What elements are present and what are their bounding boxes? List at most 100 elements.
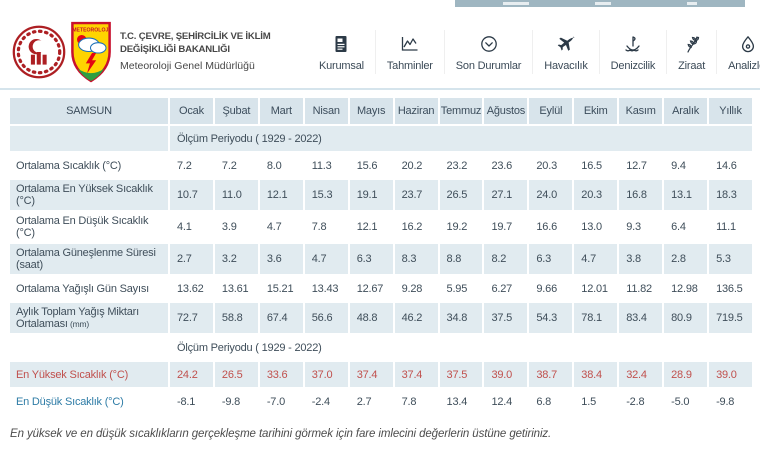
month-header: Yıllık bbox=[709, 98, 752, 124]
value-cell: 16.2 bbox=[394, 212, 438, 242]
value-cell[interactable]: 28.9 bbox=[664, 362, 708, 387]
value-cell: 27.1 bbox=[484, 180, 528, 210]
value-cell: 7.2 bbox=[214, 153, 258, 178]
row-label: Ortalama Güneşlenme Süresi (saat) bbox=[10, 244, 168, 274]
value-cell: 12.1 bbox=[349, 212, 393, 242]
value-cell: 13.61 bbox=[214, 276, 258, 301]
value-cell: 16.5 bbox=[574, 153, 618, 178]
value-cell: 78.1 bbox=[574, 303, 618, 333]
station-header: SAMSUN bbox=[10, 98, 168, 124]
value-cell[interactable]: 7.8 bbox=[394, 389, 438, 414]
month-header: Eylül bbox=[529, 98, 573, 124]
value-cell: 4.7 bbox=[304, 244, 348, 274]
table-row: Ortalama En Yüksek Sıcaklık (°C) 10.7 11.0… bbox=[10, 180, 752, 210]
value-cell[interactable]: 33.6 bbox=[259, 362, 303, 387]
ship-icon bbox=[624, 34, 642, 54]
value-cell[interactable]: -5.0 bbox=[664, 389, 708, 414]
value-cell: 13.62 bbox=[170, 276, 213, 301]
value-cell: 2.8 bbox=[664, 244, 708, 274]
value-cell: 20.3 bbox=[529, 153, 573, 178]
value-cell[interactable]: 38.4 bbox=[574, 362, 618, 387]
value-cell: 12.67 bbox=[349, 276, 393, 301]
value-cell: 3.2 bbox=[214, 244, 258, 274]
month-header: Mart bbox=[259, 98, 303, 124]
value-cell: 6.3 bbox=[349, 244, 393, 274]
meteoroloji-shield-icon: METEOROLOJI bbox=[71, 21, 111, 82]
value-cell: 19.1 bbox=[349, 180, 393, 210]
value-cell[interactable]: 37.4 bbox=[394, 362, 438, 387]
value-cell: 12.7 bbox=[619, 153, 663, 178]
wheat-icon bbox=[684, 34, 700, 54]
value-cell: 6.4 bbox=[664, 212, 708, 242]
value-cell: 4.1 bbox=[170, 212, 213, 242]
value-cell: 6.27 bbox=[484, 276, 528, 301]
value-cell: 19.7 bbox=[484, 212, 528, 242]
value-cell[interactable]: 13.4 bbox=[439, 389, 483, 414]
value-cell: 9.28 bbox=[394, 276, 438, 301]
value-cell[interactable]: 38.7 bbox=[529, 362, 573, 387]
value-cell: 14.6 bbox=[709, 153, 752, 178]
nav-item-son-durumlar[interactable]: Son Durumlar bbox=[443, 29, 532, 74]
value-cell: 9.4 bbox=[664, 153, 708, 178]
month-header: Şubat bbox=[214, 98, 258, 124]
value-cell[interactable]: -9.8 bbox=[214, 389, 258, 414]
month-header: Ağustos bbox=[484, 98, 528, 124]
value-cell: 83.4 bbox=[619, 303, 663, 333]
value-cell[interactable]: -2.4 bbox=[304, 389, 348, 414]
value-cell[interactable]: 32.4 bbox=[619, 362, 663, 387]
value-cell: 12.1 bbox=[259, 180, 303, 210]
nav-item-denizcilik[interactable]: Denizcilik bbox=[598, 29, 666, 74]
value-cell[interactable]: 37.4 bbox=[349, 362, 393, 387]
value-cell[interactable]: 37.0 bbox=[304, 362, 348, 387]
value-cell: 37.5 bbox=[484, 303, 528, 333]
table-row: En Düşük Sıcaklık (°C) -8.1 -9.8 -7.0 -2.4 2.… bbox=[10, 389, 752, 414]
value-cell: 20.2 bbox=[394, 153, 438, 178]
hover-hint-note: En yüksek ve en düşük sıcaklıkların gerç… bbox=[10, 428, 552, 440]
nav-label: Havacılık bbox=[544, 59, 588, 72]
value-cell[interactable]: 37.5 bbox=[439, 362, 483, 387]
value-cell: 3.9 bbox=[214, 212, 258, 242]
value-cell[interactable]: -7.0 bbox=[259, 389, 303, 414]
value-cell: 3.8 bbox=[619, 244, 663, 274]
nav-item-ziraat[interactable]: Ziraat bbox=[666, 29, 716, 74]
climate-table: SAMSUN Ocak Şubat Mart Nisan Mayıs Haziran Tem… bbox=[8, 96, 754, 416]
main-nav: Kurumsal Tahminler Son Durumlar Havacılı… bbox=[308, 29, 760, 74]
nav-label: Denizcilik bbox=[610, 59, 656, 72]
nav-item-analizler[interactable]: Analizler bbox=[716, 29, 760, 74]
value-cell[interactable]: 39.0 bbox=[484, 362, 528, 387]
value-cell[interactable]: 39.0 bbox=[709, 362, 752, 387]
line-chart-icon bbox=[400, 34, 420, 54]
period-row-spacer bbox=[10, 126, 168, 151]
value-cell: 8.3 bbox=[394, 244, 438, 274]
nav-item-tahminler[interactable]: Tahminler bbox=[374, 29, 444, 74]
nav-label: Son Durumlar bbox=[455, 59, 522, 72]
value-cell: 11.3 bbox=[304, 153, 348, 178]
value-cell: 56.6 bbox=[304, 303, 348, 333]
value-cell[interactable]: -9.8 bbox=[709, 389, 752, 414]
value-cell: 23.7 bbox=[394, 180, 438, 210]
plane-icon bbox=[557, 34, 575, 54]
value-cell[interactable]: 26.5 bbox=[214, 362, 258, 387]
value-cell: 12.01 bbox=[574, 276, 618, 301]
value-cell: 15.21 bbox=[259, 276, 303, 301]
value-cell[interactable]: 6.8 bbox=[529, 389, 573, 414]
value-cell: 9.66 bbox=[529, 276, 573, 301]
table-row: Aylık Toplam Yağış Miktarı Ortalaması (m… bbox=[10, 303, 752, 333]
value-cell[interactable]: -2.8 bbox=[619, 389, 663, 414]
nav-item-kurumsal[interactable]: Kurumsal bbox=[308, 30, 375, 74]
period-label: Ölçüm Periyodu ( 1929 - 2022) bbox=[170, 335, 752, 360]
value-cell[interactable]: -8.1 bbox=[170, 389, 213, 414]
brand-home-link[interactable]: METEOROLOJI T.C. ÇEVRE, ŞEHİRCİLİK VE İK… bbox=[12, 21, 308, 83]
nav-item-havacilik[interactable]: Havacılık bbox=[532, 29, 598, 74]
nav-label: Ziraat bbox=[678, 59, 706, 72]
value-cell[interactable]: 24.2 bbox=[170, 362, 213, 387]
value-cell[interactable]: 1.5 bbox=[574, 389, 618, 414]
row-label: Ortalama Yağışlı Gün Sayısı bbox=[10, 276, 168, 301]
period-row-spacer bbox=[10, 335, 168, 360]
value-cell: 13.1 bbox=[664, 180, 708, 210]
period-row: Ölçüm Periyodu ( 1929 - 2022) bbox=[10, 335, 752, 360]
nav-label: Tahminler bbox=[386, 59, 433, 72]
value-cell[interactable]: 2.7 bbox=[349, 389, 393, 414]
value-cell: 23.2 bbox=[439, 153, 483, 178]
value-cell[interactable]: 12.4 bbox=[484, 389, 528, 414]
